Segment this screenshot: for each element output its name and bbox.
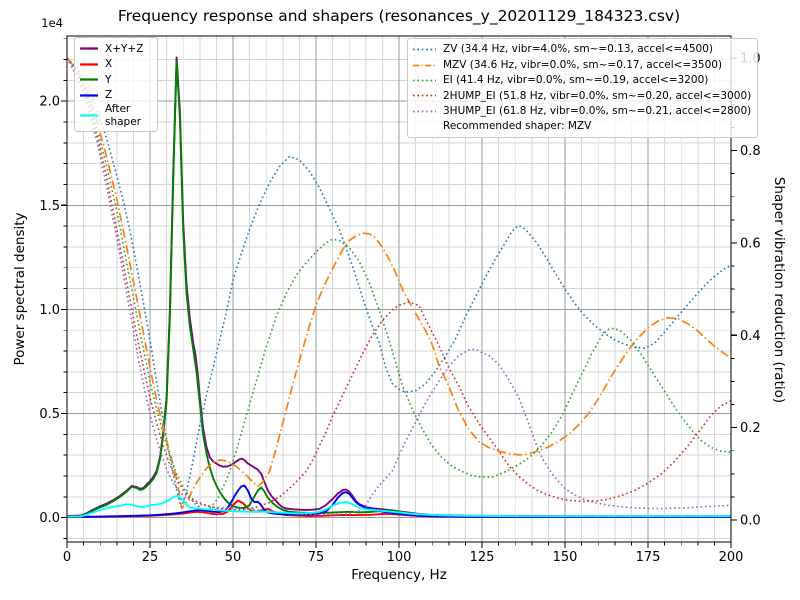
y-left-tick-label: 0.5: [39, 407, 60, 422]
x-tick-label: 0: [63, 550, 71, 565]
y-left-tick-label: 0.0: [39, 511, 60, 526]
y-right-tick-label: 0.8: [740, 144, 761, 159]
legend-sample-line: [413, 95, 436, 97]
x-axis-label: Frequency, Hz: [351, 567, 447, 583]
legend-item-label: X+Y+Z: [105, 42, 144, 55]
y-axis-label-left: Power spectral density: [12, 212, 28, 366]
legend-item-label: Z: [105, 89, 113, 102]
legend-item-label: ZV (34.4 Hz, vibr=4.0%, sm~=0.13, accel<…: [443, 43, 713, 56]
curve-mzv: [67, 57, 731, 510]
y-axis-offset-label: 1e4: [41, 16, 63, 30]
y-right-tick-label: 0.4: [740, 329, 761, 344]
legend-item-ei-41-4-hz-vibr-0-0-sm-0: EI (41.4 Hz, vibr=0.0%, sm~=0.19, accel<…: [412, 73, 751, 88]
legend-item-z: Z: [79, 88, 151, 104]
legend-item-label: After shaper: [105, 103, 142, 128]
axes-spines-ticks: [61, 35, 737, 548]
x-tick-label: 150: [553, 550, 578, 565]
legend-item-label: 3HUMP_EI (61.8 Hz, vibr=0.0%, sm~=0.21, …: [443, 105, 752, 117]
legend-item-y: Y: [79, 72, 151, 88]
legend-item-3hump-ei-61-8-hz-vibr-0-: 3HUMP_EI (61.8 Hz, vibr=0.0%, sm~=0.21, …: [412, 104, 751, 119]
legend-sample-line: [413, 110, 436, 113]
legend-item-2hump-ei-51-8-hz-vibr-0-: 2HUMP_EI (51.8 Hz, vibr=0.0%, sm~=0.20, …: [412, 88, 751, 103]
legend-footer-recommended-shaper: Recommended shaper: MZV: [443, 120, 592, 133]
curve-3hump-ei: [67, 57, 731, 516]
curve-after-shaper: [67, 494, 731, 518]
legend-sample-line: [80, 63, 98, 66]
y-right-tick-label: 0.0: [740, 514, 761, 529]
y-left-tick-label: 1.5: [39, 199, 60, 214]
y-right-tick-label: 0.6: [740, 236, 761, 251]
x-tick-label: 200: [719, 550, 744, 565]
curve-ei: [67, 57, 731, 511]
legend-sample-line: [413, 48, 436, 51]
legend-item-after-shaper: After shaper: [79, 103, 151, 128]
x-tick-label: 100: [387, 550, 412, 565]
legend-sample-line: [413, 79, 436, 82]
y-axis-label-right: Shaper vibration reduction (ratio): [771, 176, 787, 404]
curve-zv: [67, 57, 731, 508]
legend-item-label: 2HUMP_EI (51.8 Hz, vibr=0.0%, sm~=0.20, …: [443, 89, 752, 102]
legend-item-label: X: [105, 58, 113, 71]
legend-sample-line: [413, 64, 436, 66]
y-right-tick-label: 0.2: [740, 421, 761, 436]
legend-shapers: ZV (34.4 Hz, vibr=4.0%, sm~=0.13, accel<…: [407, 38, 759, 139]
legend-item-label: Y: [105, 73, 112, 86]
y-left-tick-label: 1.0: [39, 303, 60, 318]
chart-title: Frequency response and shapers (resonanc…: [117, 7, 681, 25]
legend-sample-line: [80, 114, 98, 117]
legend-sample-line: [80, 47, 98, 50]
x-tick-label: 25: [142, 550, 159, 565]
curves: [67, 56, 731, 518]
legend-item-mzv-34-6-hz-vibr-0-0-sm-: MZV (34.6 Hz, vibr=0.0%, sm~=0.17, accel…: [412, 57, 751, 72]
legend-item-zv-34-4-hz-vibr-4-0-sm-0: ZV (34.4 Hz, vibr=4.0%, sm~=0.13, accel<…: [412, 42, 751, 57]
legend-sample-line: [80, 78, 98, 82]
tick-labels: 0 25 50 75 100 125 150 175 200 0.0 0.5 1.0 1.5 2.0 0.0…: [39, 52, 760, 565]
legend-psd: X+Y+Z X Y Z After shaper: [74, 37, 158, 133]
legend-item-label: MZV (34.6 Hz, vibr=0.0%, sm~=0.17, accel…: [443, 58, 723, 71]
curve-z: [67, 484, 731, 518]
x-tick-label: 125: [470, 550, 495, 565]
legend-item-label: EI (41.4 Hz, vibr=0.0%, sm~=0.19, accel<…: [443, 74, 709, 87]
legend-item-x-y-z: X+Y+Z: [79, 41, 151, 57]
x-tick-label: 75: [308, 550, 325, 565]
x-tick-label: 175: [636, 550, 661, 565]
legend-sample-line: [80, 94, 98, 97]
legend-item-x: X: [79, 57, 151, 73]
x-tick-label: 50: [225, 550, 242, 565]
y-left-tick-label: 2.0: [39, 95, 60, 110]
